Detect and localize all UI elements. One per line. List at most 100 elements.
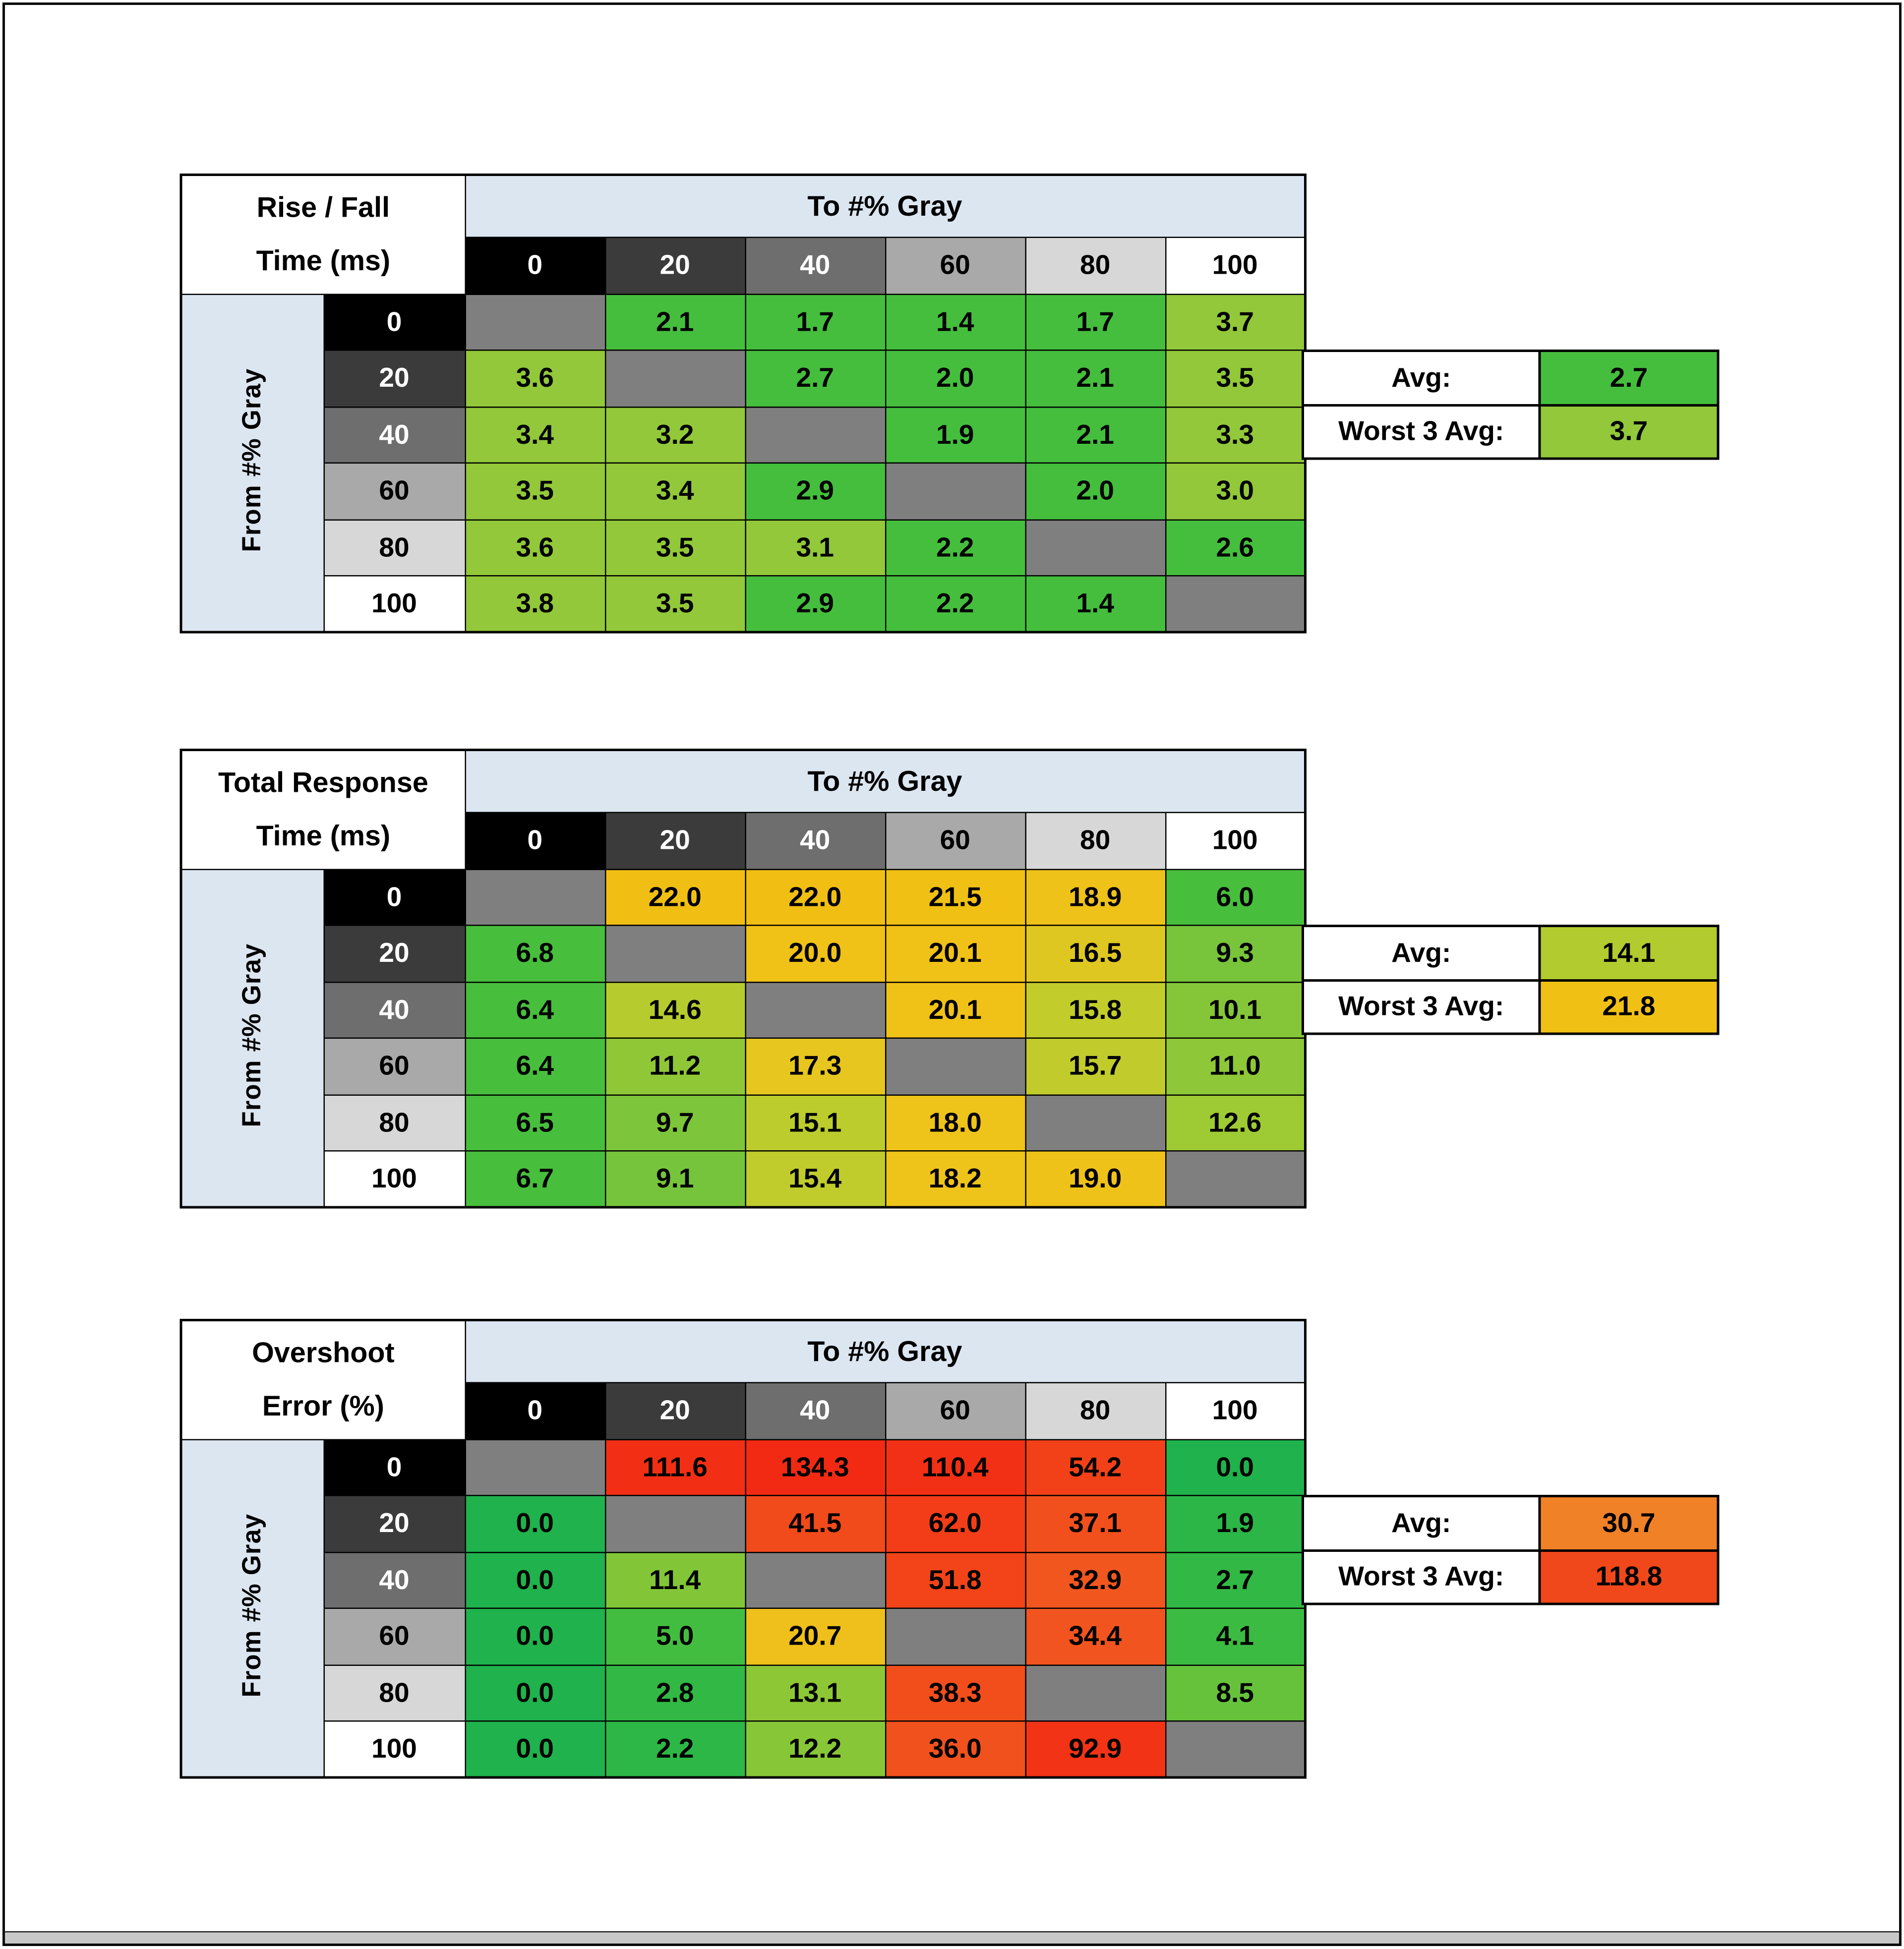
- overshoot-table-block: Overshoot Error (%) To #% Gray 0 20 40 60 80…: [179, 1319, 1720, 1779]
- cell-from-60-to-80: 2.0: [1024, 462, 1166, 520]
- cell-diagonal: [464, 1438, 606, 1496]
- col-header-0: 0: [464, 1381, 606, 1440]
- cell-from-20-to-40: 20.0: [744, 925, 886, 983]
- col-header-60: 60: [884, 1381, 1026, 1440]
- avg-value: 14.1: [1538, 925, 1720, 981]
- row-header-80: 80: [323, 1094, 466, 1152]
- cell-from-80-to-100: 2.6: [1164, 519, 1306, 577]
- cell-from-100-to-20: 2.2: [604, 1720, 746, 1778]
- cell-from-100-to-0: 3.8: [464, 575, 606, 633]
- cell-diagonal: [1024, 519, 1166, 577]
- cell-from-0-to-40: 22.0: [744, 868, 886, 926]
- col-header-100: 100: [1164, 1381, 1306, 1440]
- cell-from-0-to-40: 134.3: [744, 1438, 886, 1496]
- from-gray-band: From #% Gray: [180, 293, 324, 633]
- row-header-100: 100: [323, 1720, 466, 1778]
- avg-label: Avg:: [1302, 925, 1541, 981]
- table-title: Rise / Fall Time (ms): [180, 174, 466, 295]
- cell-diagonal: [1164, 575, 1306, 633]
- avg-summary: Avg: 14.1 Worst 3 Avg: 21.8: [1302, 925, 1729, 1035]
- col-header-0: 0: [464, 236, 606, 295]
- row-header-0: 0: [323, 1438, 466, 1496]
- col-header-60: 60: [884, 236, 1026, 295]
- col-header-40: 40: [744, 811, 886, 870]
- row-header-100: 100: [323, 1150, 466, 1208]
- table-title-line1: Rise / Fall: [256, 190, 390, 223]
- cell-from-40-to-20: 11.4: [604, 1551, 746, 1609]
- cell-from-60-to-0: 3.5: [464, 462, 606, 520]
- cell-from-100-to-80: 1.4: [1024, 575, 1166, 633]
- cell-from-20-to-0: 3.6: [464, 350, 606, 408]
- cell-from-0-to-100: 3.7: [1164, 293, 1306, 351]
- row-header-100: 100: [323, 575, 466, 633]
- row-header-20: 20: [323, 925, 466, 983]
- to-gray-header: To #% Gray: [464, 174, 1306, 237]
- cell-from-60-to-20: 11.2: [604, 1037, 746, 1095]
- cell-from-20-to-80: 37.1: [1024, 1495, 1166, 1553]
- cell-from-20-to-40: 41.5: [744, 1495, 886, 1553]
- cell-from-80-to-40: 13.1: [744, 1664, 886, 1722]
- cell-from-20-to-100: 9.3: [1164, 925, 1306, 983]
- total-response-matrix: Total Response Time (ms) To #% Gray 0 20 4…: [179, 749, 1307, 1209]
- cell-from-80-to-0: 6.5: [464, 1094, 606, 1152]
- cell-from-60-to-80: 15.7: [1024, 1037, 1166, 1095]
- row-header-0: 0: [323, 868, 466, 926]
- cell-diagonal: [1164, 1720, 1306, 1778]
- cell-from-40-to-100: 3.3: [1164, 406, 1306, 464]
- cell-from-80-to-20: 3.5: [604, 519, 746, 577]
- cell-from-100-to-0: 0.0: [464, 1720, 606, 1778]
- cell-from-40-to-80: 15.8: [1024, 981, 1166, 1039]
- cell-from-0-to-60: 1.4: [884, 293, 1026, 351]
- table-title: Total Response Time (ms): [180, 749, 466, 870]
- cell-from-40-to-80: 2.1: [1024, 406, 1166, 464]
- cell-from-80-to-60: 18.0: [884, 1094, 1026, 1152]
- col-header-80: 80: [1024, 811, 1166, 870]
- avg-summary: Avg: 30.7 Worst 3 Avg: 118.8: [1302, 1495, 1729, 1605]
- table-title-line2: Time (ms): [256, 820, 391, 852]
- cell-from-0-to-40: 1.7: [744, 293, 886, 351]
- cell-from-40-to-20: 14.6: [604, 981, 746, 1039]
- cell-from-20-to-40: 2.7: [744, 350, 886, 408]
- cell-from-60-to-100: 3.0: [1164, 462, 1306, 520]
- from-gray-label: From #% Gray: [238, 1513, 266, 1697]
- cell-from-20-to-100: 3.5: [1164, 350, 1306, 408]
- table-title-line2: Error (%): [262, 1390, 384, 1422]
- cell-from-0-to-20: 22.0: [604, 868, 746, 926]
- row-header-20: 20: [323, 1495, 466, 1553]
- cell-from-40-to-20: 3.2: [604, 406, 746, 464]
- cell-from-40-to-80: 32.9: [1024, 1551, 1166, 1609]
- from-gray-label: From #% Gray: [238, 943, 266, 1127]
- cell-from-0-to-80: 18.9: [1024, 868, 1166, 926]
- row-header-60: 60: [323, 462, 466, 520]
- to-gray-header: To #% Gray: [464, 1319, 1306, 1383]
- cell-diagonal: [604, 1495, 746, 1553]
- cell-from-20-to-0: 6.8: [464, 925, 606, 983]
- table-title-line1: Overshoot: [252, 1335, 395, 1368]
- table-title: Overshoot Error (%): [180, 1319, 466, 1440]
- cell-from-40-to-60: 1.9: [884, 406, 1026, 464]
- col-header-80: 80: [1024, 1381, 1166, 1440]
- cell-diagonal: [1024, 1664, 1166, 1722]
- cell-diagonal: [1024, 1094, 1166, 1152]
- table-title-line2: Time (ms): [256, 244, 391, 277]
- row-header-60: 60: [323, 1037, 466, 1095]
- cell-from-20-to-0: 0.0: [464, 1495, 606, 1553]
- cell-diagonal: [604, 925, 746, 983]
- cell-from-40-to-100: 10.1: [1164, 981, 1306, 1039]
- cell-diagonal: [744, 406, 886, 464]
- horizontal-scrollbar[interactable]: [5, 1931, 1899, 1944]
- cell-from-20-to-100: 1.9: [1164, 1495, 1306, 1553]
- cell-from-0-to-100: 6.0: [1164, 868, 1306, 926]
- cell-from-60-to-80: 34.4: [1024, 1607, 1166, 1665]
- cell-from-60-to-40: 17.3: [744, 1037, 886, 1095]
- cell-from-80-to-20: 2.8: [604, 1664, 746, 1722]
- cell-from-100-to-20: 9.1: [604, 1150, 746, 1208]
- cell-diagonal: [1164, 1150, 1306, 1208]
- cell-from-80-to-60: 38.3: [884, 1664, 1026, 1722]
- cell-from-0-to-80: 1.7: [1024, 293, 1166, 351]
- cell-from-100-to-40: 15.4: [744, 1150, 886, 1208]
- cell-diagonal: [604, 350, 746, 408]
- cell-from-100-to-60: 36.0: [884, 1720, 1026, 1778]
- col-header-40: 40: [744, 1381, 886, 1440]
